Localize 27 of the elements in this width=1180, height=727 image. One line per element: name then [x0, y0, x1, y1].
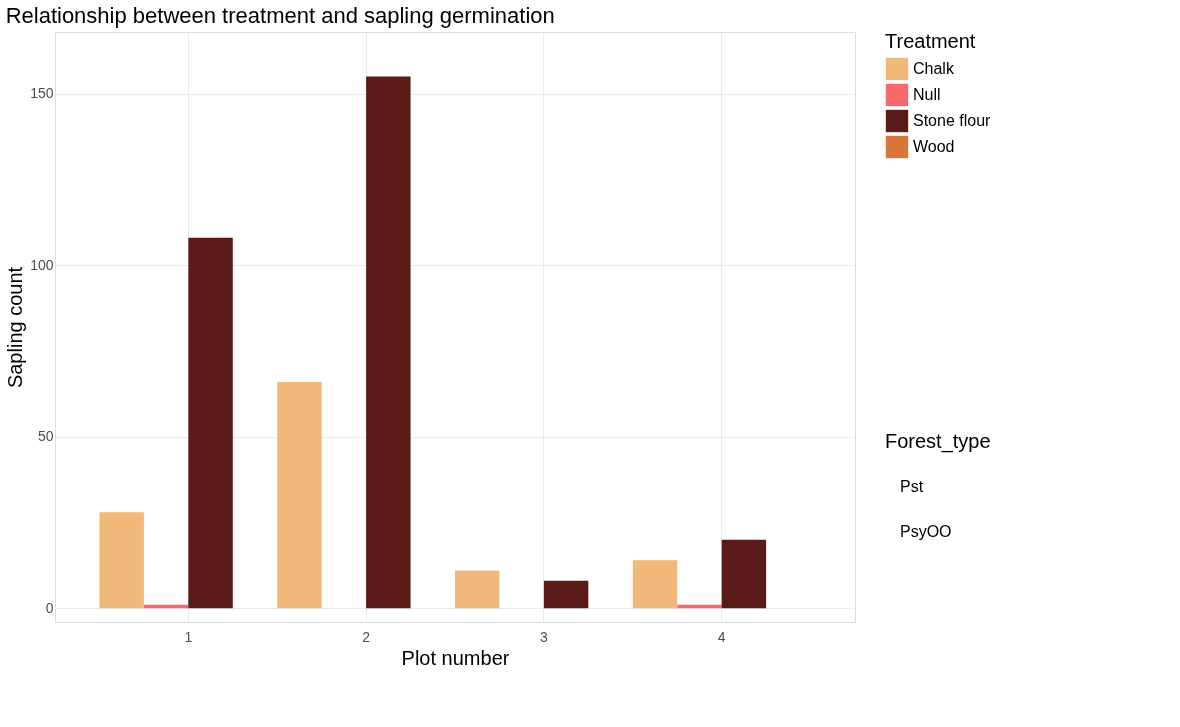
bar — [455, 570, 500, 609]
x-tick-label: 3 — [539, 628, 548, 645]
chart-title: Relationship between treatment and sapling germination — [5, 3, 555, 28]
text: PsyOO — [900, 523, 952, 540]
text: Forest_type — [885, 430, 991, 453]
bar — [188, 237, 233, 609]
legend-label: Stone flour — [913, 112, 992, 129]
y-tick-label: 150 — [30, 85, 54, 102]
y-tick-label: 50 — [37, 428, 54, 445]
bar — [366, 76, 411, 609]
legend-title: Treatment — [885, 30, 976, 52]
x-tick-label: 1 — [184, 628, 193, 645]
text: Pst — [900, 478, 924, 495]
x-tick-label: 4 — [717, 628, 726, 645]
y-axis-title: Sapling count — [4, 266, 27, 389]
y-tick-label: 0 — [45, 599, 54, 616]
legend-label: Chalk — [913, 60, 955, 77]
x-axis-title: Plot number — [401, 646, 510, 669]
x-tick-label: 2 — [362, 628, 371, 645]
bar — [277, 381, 322, 609]
bar — [632, 560, 678, 609]
legend-label: Wood — [913, 138, 955, 155]
bar — [721, 539, 767, 609]
bar — [99, 512, 144, 609]
legend-label: Null — [913, 86, 941, 103]
bar — [543, 580, 589, 609]
y-tick-label: 100 — [30, 256, 54, 273]
